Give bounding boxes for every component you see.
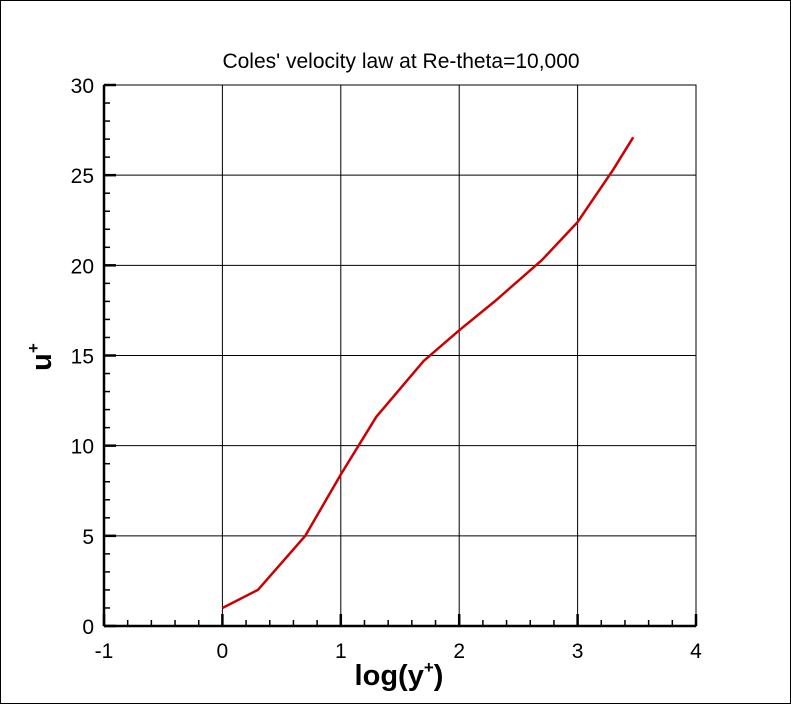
y-tick-label: 30 xyxy=(71,75,94,98)
x-axis-title: log(y+) xyxy=(355,658,444,692)
y-tick-label: 0 xyxy=(82,616,94,639)
y-axis-title: u+ xyxy=(24,343,58,371)
y-tick-label: 10 xyxy=(71,436,94,459)
series-layer xyxy=(221,136,635,610)
series-line xyxy=(221,136,635,610)
grid xyxy=(104,85,696,626)
x-tick-label: -1 xyxy=(95,640,114,663)
x-tick-label: 0 xyxy=(217,640,229,663)
chart-title: Coles' velocity law at Re-theta=10,000 xyxy=(222,50,579,73)
y-axis-title-base: u xyxy=(26,353,58,371)
x-tick-label: 4 xyxy=(690,640,702,663)
x-axis-title-sup: + xyxy=(424,658,434,677)
y-tick-label: 15 xyxy=(71,346,94,369)
axes xyxy=(102,83,698,628)
x-axis-title-close: ) xyxy=(434,660,444,692)
y-tick-label: 20 xyxy=(71,255,94,278)
x-tick-label: 3 xyxy=(572,640,584,663)
x-tick-label: 1 xyxy=(335,640,347,663)
x-tick-label: 2 xyxy=(453,640,465,663)
y-tick-label: 25 xyxy=(71,165,94,188)
x-axis-title-base: log(y xyxy=(355,660,424,692)
y-tick-label: 5 xyxy=(82,526,94,549)
y-axis-title-sup: + xyxy=(24,343,43,353)
